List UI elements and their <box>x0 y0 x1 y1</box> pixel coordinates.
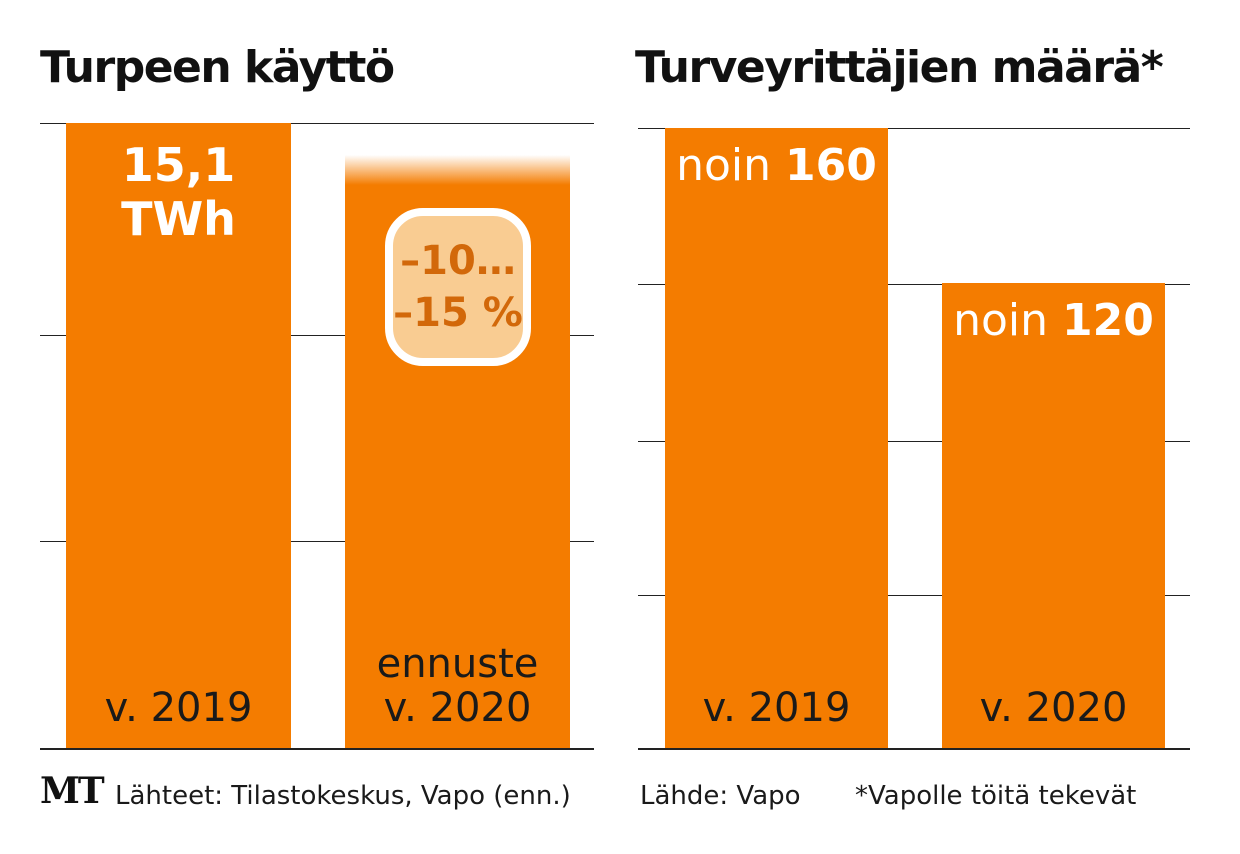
chart1-gridline-1 <box>40 123 594 124</box>
chart2-gridline-3 <box>638 441 1190 442</box>
chart2-value-label: noin 120 <box>942 295 1165 347</box>
chart1-bar-forecast-fade <box>345 155 570 185</box>
chart2-footnote: *Vapolle töitä tekevät <box>855 781 1137 811</box>
chart1-source: Lähteet: Tilastokeskus, Vapo (enn.) <box>115 781 571 811</box>
chart1-forecast-badge: –10… –15 % <box>385 208 531 366</box>
chart2-bar-1: v. 2019 noin 160 <box>665 128 888 748</box>
chart2-value-prefix: noin <box>676 140 786 191</box>
chart2-value-number: 160 <box>785 140 877 191</box>
chart1-category-label: ennuste <box>376 641 539 687</box>
chart1-category-label: v. 2019 <box>104 685 253 731</box>
chart2-title: Turveyrittäjien määrä* <box>635 42 1164 93</box>
chart2-gridline-4 <box>638 595 1190 596</box>
chart1-value-label: TWh <box>121 192 236 246</box>
chart1-bar-1: v. 2019 15,1 TWh <box>66 123 291 748</box>
chart2-gridline-2 <box>638 284 1190 285</box>
chart1-title: Turpeen käyttö <box>40 42 395 93</box>
chart1-baseline <box>40 748 594 750</box>
chart1-category-label: v. 2020 <box>383 685 532 731</box>
chart1-gridline-3 <box>40 541 594 542</box>
chart2-baseline <box>638 748 1190 750</box>
chart2-value-prefix: noin <box>953 295 1063 346</box>
chart2-bar-2: v. 2020 noin 120 <box>942 283 1165 748</box>
chart2-gridline-1 <box>638 128 1190 129</box>
mt-logo: MT <box>40 770 105 812</box>
chart1-gridline-2 <box>40 335 594 336</box>
chart2-category-label: v. 2020 <box>979 685 1128 731</box>
chart2-source: Lähde: Vapo <box>640 781 801 811</box>
chart1-forecast-badge-line: –10… <box>400 238 516 284</box>
chart1-value-label: 15,1 <box>121 138 236 192</box>
chart1-forecast-badge-line: –15 % <box>393 290 523 336</box>
chart2-value-number: 120 <box>1062 295 1154 346</box>
chart2-category-label: v. 2019 <box>702 685 851 731</box>
chart2-value-label: noin 160 <box>665 140 888 192</box>
